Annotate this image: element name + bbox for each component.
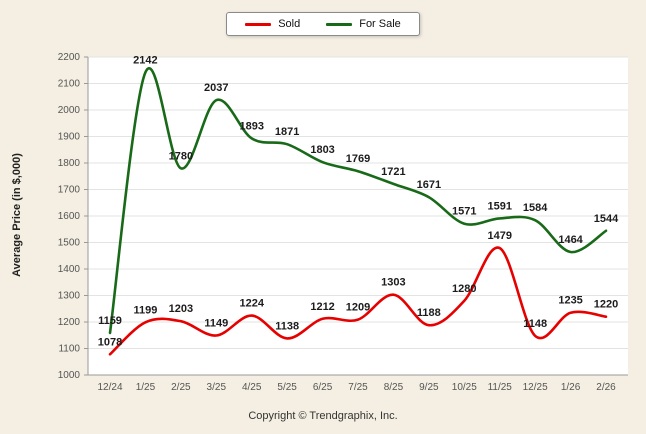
svg-text:2/25: 2/25 [171,382,191,393]
svg-text:12/25: 12/25 [523,382,548,393]
svg-text:11/25: 11/25 [488,382,513,393]
sold-line [108,246,608,356]
x-tick-labels: 12/24 1/25 2/25 3/25 4/25 5/25 6/25 7/25 8/25 9/2… [97,382,616,393]
svg-text:1893: 1893 [239,120,263,132]
svg-text:1100: 1100 [58,344,80,355]
svg-text:1871: 1871 [275,126,299,138]
svg-text:1220: 1220 [594,299,618,311]
svg-text:1138: 1138 [275,320,299,332]
svg-text:1571: 1571 [452,206,476,218]
svg-text:1900: 1900 [58,132,81,143]
gridlines [84,56,628,376]
svg-text:1591: 1591 [487,200,511,212]
svg-text:1780: 1780 [169,150,193,162]
svg-text:1235: 1235 [558,295,582,307]
svg-text:1803: 1803 [310,144,334,156]
svg-text:6/25: 6/25 [313,382,333,393]
svg-text:1149: 1149 [204,318,228,330]
svg-text:2100: 2100 [58,79,81,90]
svg-text:1224: 1224 [239,298,264,310]
svg-text:1671: 1671 [417,179,441,191]
svg-text:10/25: 10/25 [452,382,477,393]
svg-text:2037: 2037 [204,82,228,94]
svg-text:1721: 1721 [381,166,405,178]
svg-text:1500: 1500 [58,238,81,249]
svg-text:7/25: 7/25 [348,382,368,393]
svg-text:2/26: 2/26 [596,382,616,393]
svg-text:1600: 1600 [58,211,81,222]
for-sale-line [108,67,608,335]
legend-item-for-sale: For Sale [326,18,401,30]
svg-text:1000: 1000 [58,370,81,381]
svg-text:1078: 1078 [98,336,122,348]
svg-text:1584: 1584 [523,202,548,214]
svg-text:1200: 1200 [58,317,81,328]
svg-text:9/25: 9/25 [419,382,439,393]
svg-text:1544: 1544 [594,213,619,225]
svg-text:1464: 1464 [558,234,583,246]
svg-text:1479: 1479 [487,230,511,242]
svg-text:1159: 1159 [98,315,122,327]
svg-text:2142: 2142 [133,54,157,66]
svg-text:1199: 1199 [133,304,157,316]
svg-text:1/25: 1/25 [136,382,156,393]
svg-text:8/25: 8/25 [384,382,404,393]
y-tick-labels: 1000 1100 1200 1300 1400 1500 1600 1700 1800 1900… [58,52,81,381]
svg-text:1303: 1303 [381,277,405,289]
sold-data-labels: 1078 1199 1203 1149 1224 1138 1212 1209 1303 1188… [98,230,618,348]
svg-text:1148: 1148 [523,318,547,330]
svg-text:2000: 2000 [58,105,81,116]
svg-text:3/25: 3/25 [207,382,227,393]
svg-text:1700: 1700 [58,185,81,196]
svg-text:1280: 1280 [452,283,476,295]
legend-label-for-sale: For Sale [359,18,401,30]
chart-canvas: 1000 1100 1200 1300 1400 1500 1600 1700 1800 1900… [58,52,628,393]
svg-text:2200: 2200 [58,52,81,63]
axes [87,57,628,376]
svg-text:1300: 1300 [58,291,81,302]
svg-text:4/25: 4/25 [242,382,262,393]
svg-text:12/24: 12/24 [97,382,122,393]
copyright-text: Copyright © Trendgraphix, Inc. [248,410,398,422]
svg-text:1188: 1188 [417,307,441,319]
for-sale-data-labels: 1159 2142 1780 2037 1893 1871 1803 1769 1721 1671… [98,54,619,326]
legend-item-sold: Sold [245,18,300,30]
svg-text:1/26: 1/26 [561,382,581,393]
svg-text:1800: 1800 [58,158,81,169]
svg-text:5/25: 5/25 [277,382,297,393]
svg-text:1769: 1769 [346,153,370,165]
for-sale-line-swatch [326,22,353,26]
svg-text:1400: 1400 [58,264,81,275]
legend-label-sold: Sold [278,18,301,30]
svg-text:1203: 1203 [169,303,193,315]
svg-text:1212: 1212 [310,301,334,313]
legend: Sold For Sale [0,12,646,36]
svg-text:1209: 1209 [346,302,370,314]
sold-line-swatch [245,22,272,26]
legend-box: Sold For Sale [226,12,420,36]
